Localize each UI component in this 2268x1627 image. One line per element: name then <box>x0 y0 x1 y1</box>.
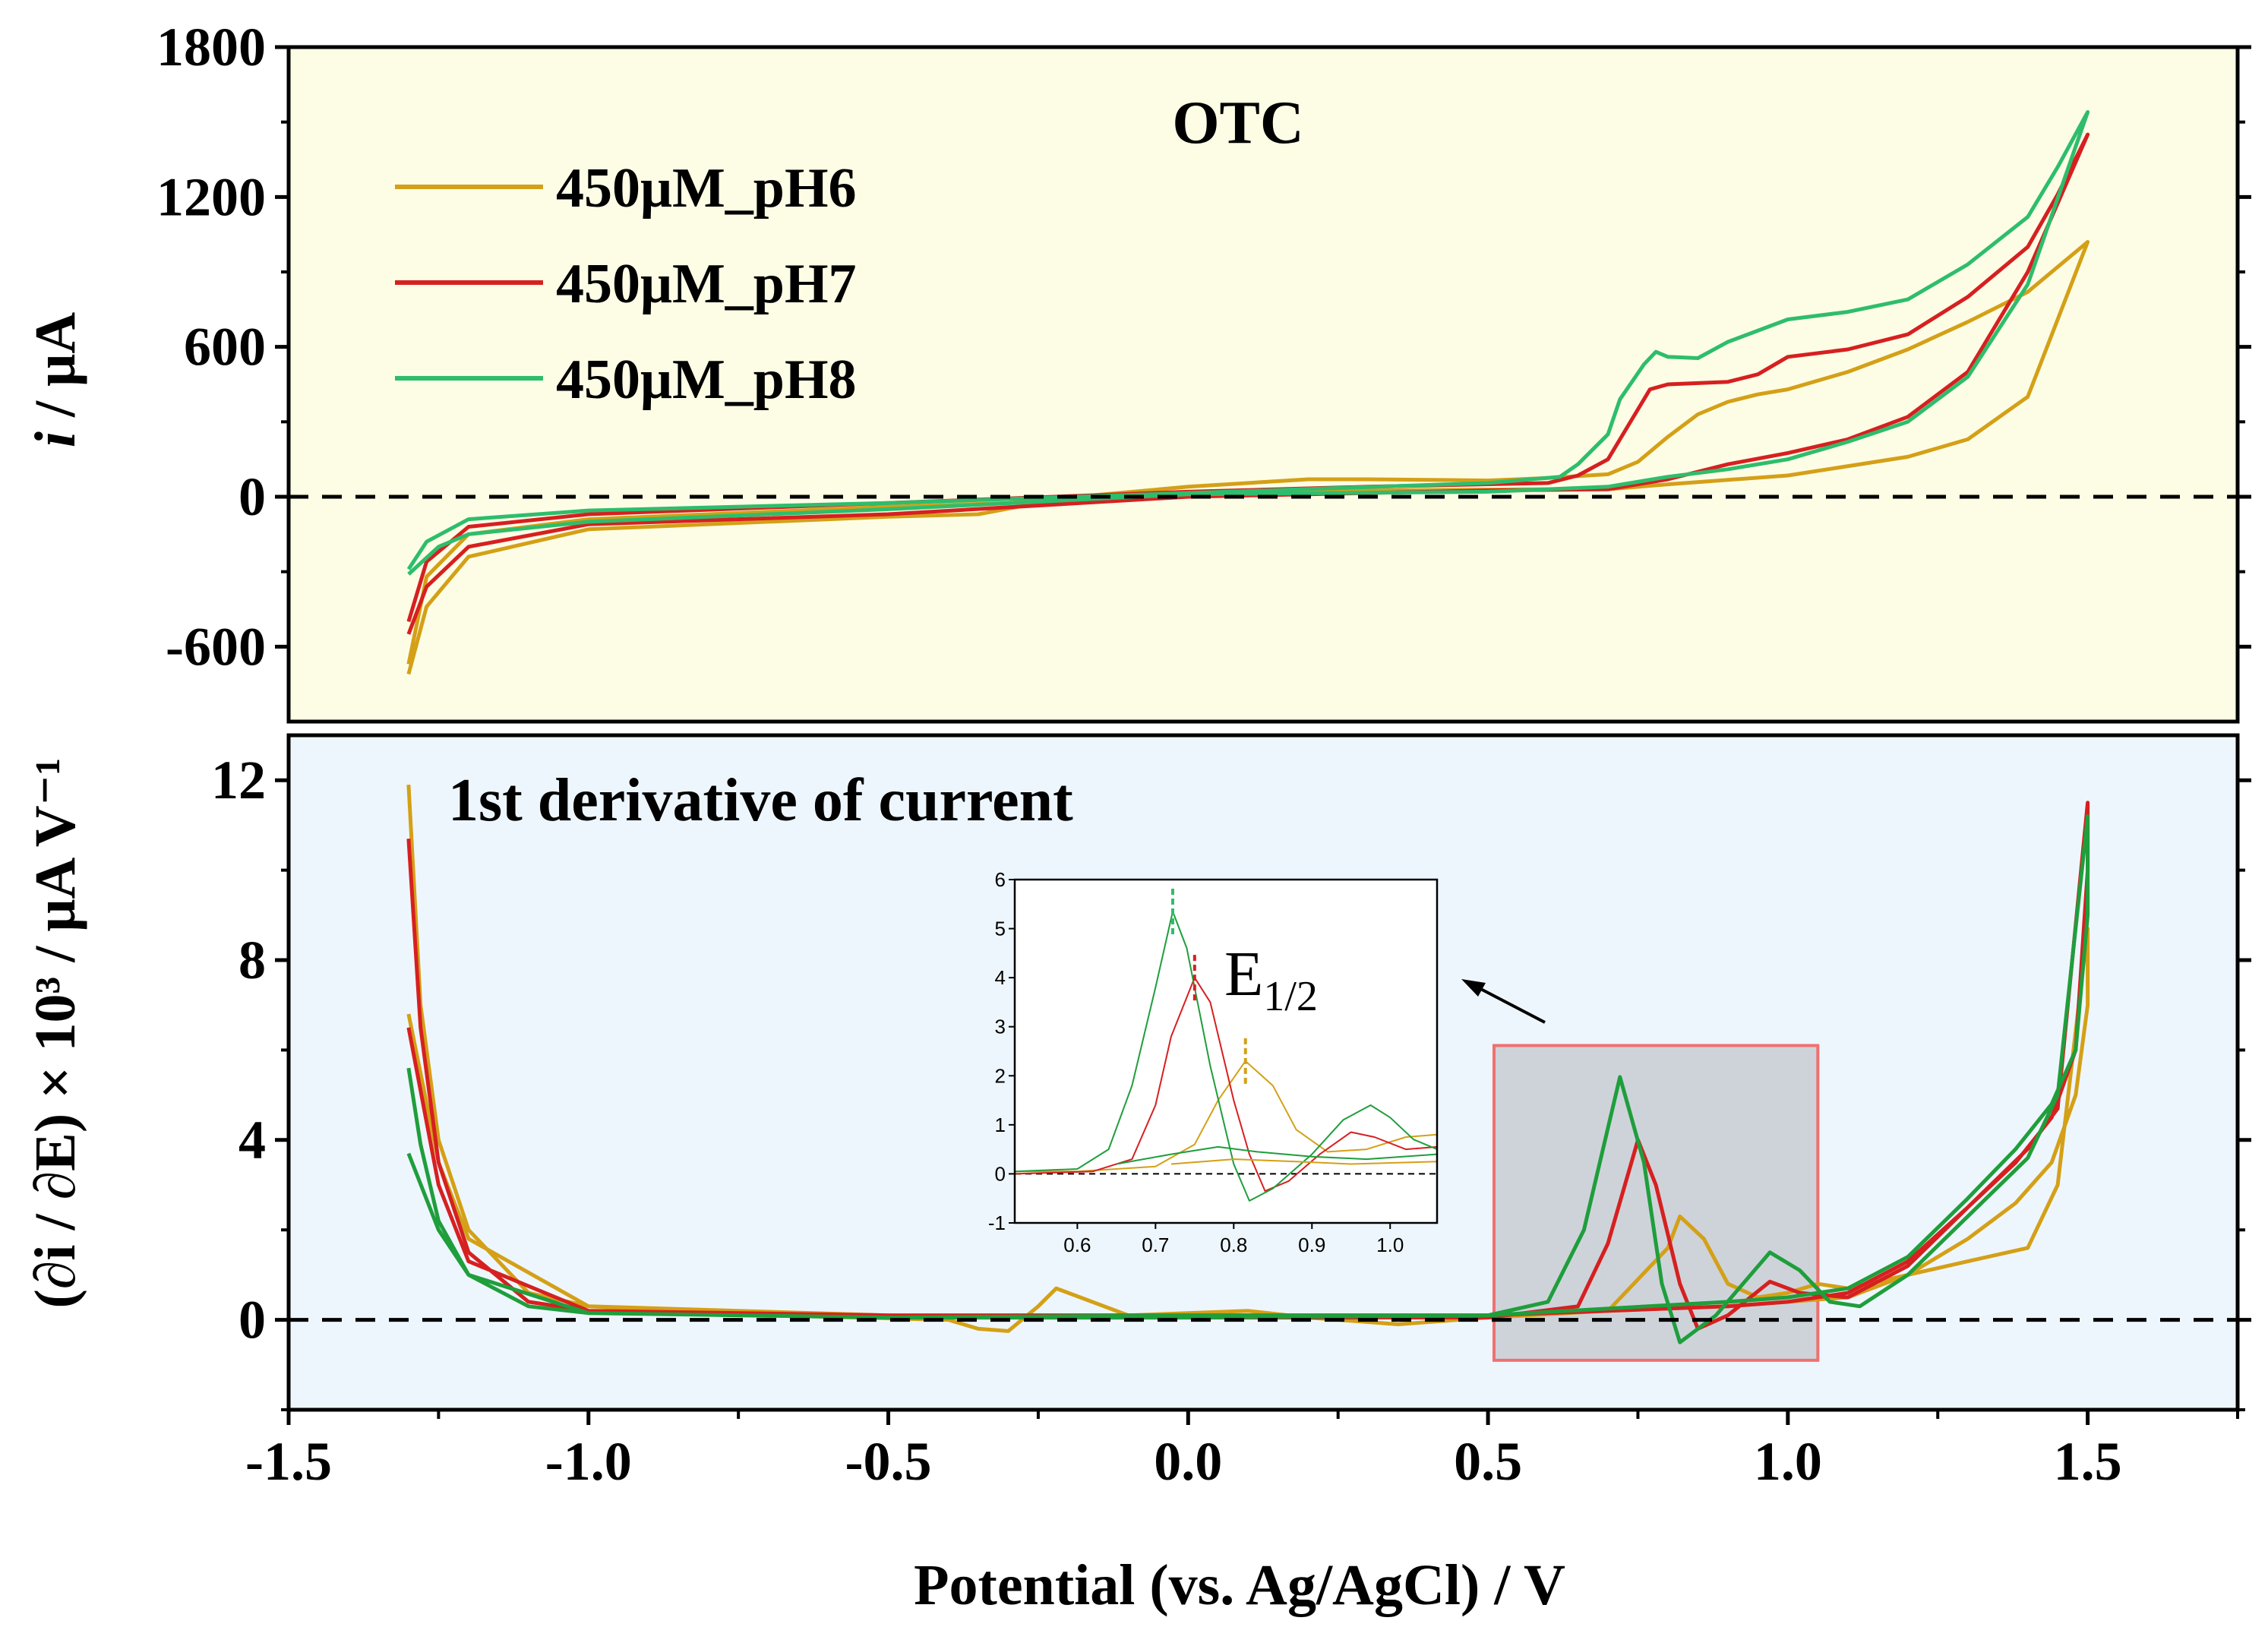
inset-annotation-main: E <box>1224 939 1263 1009</box>
top-y-axis-ticks: -600 0 600 1200 1800 <box>156 17 2251 677</box>
inset-pointer-arrow <box>1461 979 1546 1024</box>
top-panel-title: OTC <box>1172 90 1303 156</box>
inset-series-line-2 <box>1014 911 1438 1202</box>
inset-x-tick-label: 0.7 <box>1142 1234 1169 1256</box>
top-y-tick-label: 600 <box>184 317 266 378</box>
inset-y-tick-label: 1 <box>995 1114 1006 1136</box>
inset-x-tick-label: 0.6 <box>1063 1234 1091 1256</box>
bottom-y-tick-label: 8 <box>238 930 266 990</box>
x-tick-label: 1.5 <box>2054 1431 2122 1492</box>
legend-label-ph6: 450μM_pH6 <box>556 157 857 220</box>
x-tick-label: 0.5 <box>1454 1431 1522 1492</box>
bottom-panel-title: 1st derivative of current <box>448 767 1073 834</box>
inset-y-tick-label: 2 <box>995 1064 1006 1087</box>
top-y-tick-label: -600 <box>166 616 266 677</box>
inset-series-line-4 <box>1170 1158 1438 1165</box>
inset-y-tick-label: 4 <box>995 966 1006 989</box>
inset-series-line-1 <box>1014 977 1438 1192</box>
inset-series-group <box>1014 911 1438 1202</box>
top-y-axis-title: i / μA <box>24 312 87 447</box>
inset-half-wave-markers <box>1170 888 1247 1087</box>
top-series-group <box>406 110 2090 675</box>
inset-y-tick-label: 5 <box>995 918 1006 940</box>
inset-x-tick-label: 1.0 <box>1376 1234 1404 1256</box>
inset-y-tick-label: 6 <box>995 868 1006 891</box>
inset-y-tick-label: 3 <box>995 1016 1006 1038</box>
legend-label-ph7: 450μM_pH7 <box>556 253 857 315</box>
x-tick-label: -0.5 <box>845 1431 932 1492</box>
top-panel: -600 0 600 1200 1800 OTC 450μM_pH6 450μM_pH7… <box>24 17 2251 724</box>
inset-annotation: E1/2 <box>1224 939 1318 1020</box>
x-axis-ticks: -1.5 -1.0 -0.5 0.0 0.5 1.0 1.5 <box>245 1410 2239 1492</box>
inset-frame <box>1013 878 1439 1224</box>
top-y-tick-label: 1200 <box>156 166 266 227</box>
inset-background <box>1015 880 1437 1223</box>
bottom-y-axis-title: (∂i / ∂E) × 10³ / μA V⁻¹ <box>24 757 87 1308</box>
x-tick-label: 1.0 <box>1754 1431 1822 1492</box>
inset-series-line-0 <box>1015 1060 1438 1173</box>
inset-annotation-sub: 1/2 <box>1263 973 1318 1020</box>
inset-y-tick-label: 0 <box>995 1162 1006 1185</box>
x-tick-label: -1.0 <box>545 1431 632 1492</box>
inset-x-tick-label: 0.9 <box>1298 1234 1325 1256</box>
top-y-tick-label: 1800 <box>156 17 266 77</box>
inset-ticks: -1 0 1 2 3 4 5 6 0.6 0.7 0.8 0.9 1.0 <box>988 868 1404 1256</box>
top-series-line-2 <box>406 110 2090 576</box>
x-tick-label: 0.0 <box>1154 1431 1222 1492</box>
bottom-series-group <box>406 784 2090 1344</box>
bottom-y-tick-label: 4 <box>238 1110 266 1170</box>
inset-chart: -1 0 1 2 3 4 5 6 0.6 0.7 0.8 0.9 1.0 E1/2 <box>988 868 1439 1256</box>
top-plot-frame <box>286 45 2240 724</box>
legend-item-ph8: 450μM_pH8 <box>395 349 857 411</box>
top-y-tick-label: 0 <box>238 466 266 527</box>
legend: 450μM_pH6 450μM_pH7 450μM_pH8 <box>395 157 857 411</box>
inset-series-line-3 <box>1116 1145 1438 1165</box>
inset-x-tick-label: 0.8 <box>1220 1234 1247 1256</box>
legend-label-ph8: 450μM_pH8 <box>556 349 857 411</box>
x-axis-title: Potential (vs. Ag/AgCl) / V <box>914 1553 1565 1617</box>
legend-item-ph6: 450μM_pH6 <box>395 157 857 220</box>
top-plot-background <box>289 47 2238 722</box>
bottom-y-tick-label: 0 <box>238 1290 266 1351</box>
bottom-series-line-2 <box>406 814 2090 1344</box>
bottom-plot-frame <box>286 733 2240 1412</box>
x-tick-label: -1.5 <box>245 1431 332 1492</box>
inset-y-tick-label: -1 <box>988 1212 1006 1234</box>
bottom-y-tick-label: 12 <box>211 750 266 810</box>
legend-item-ph7: 450μM_pH7 <box>395 253 857 315</box>
